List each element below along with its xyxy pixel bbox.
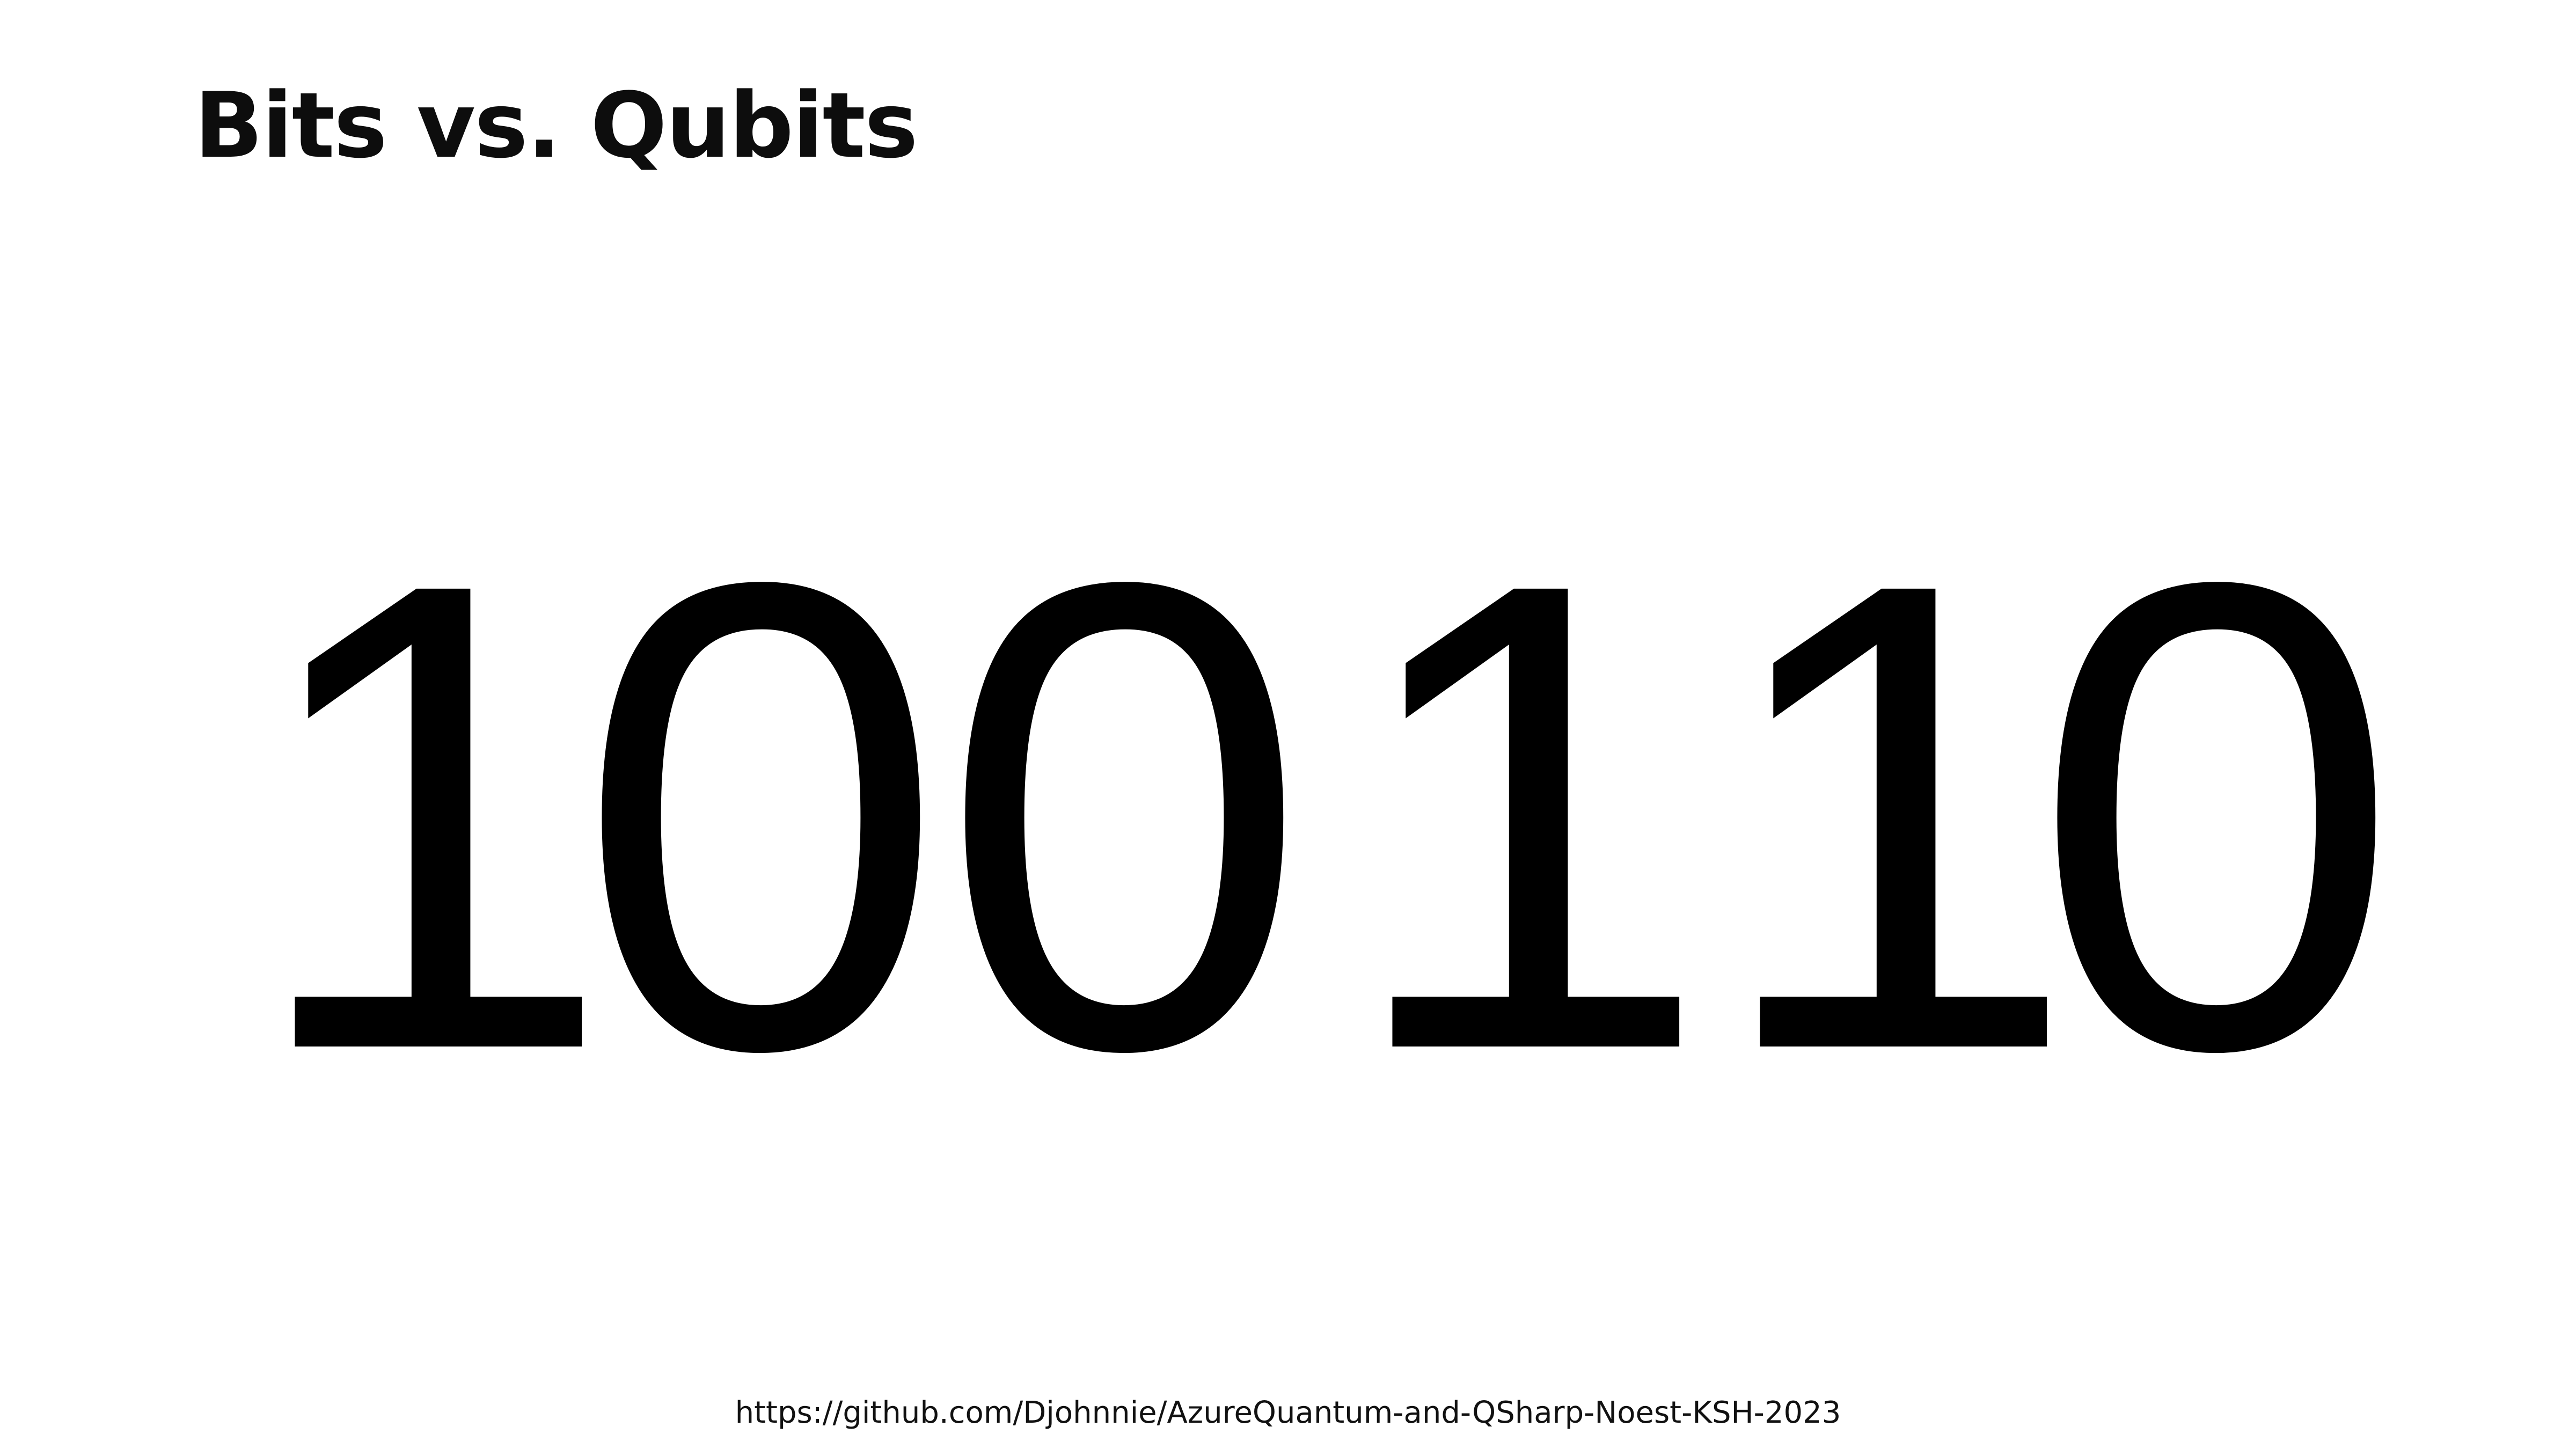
bit-digit: 1	[1709, 444, 2080, 1188]
bit-digit: 1	[1342, 444, 1712, 1188]
bit-string: 1 0 0 1 1 0	[0, 444, 2576, 1188]
bit-digit: 0	[576, 444, 946, 1188]
bit-digit: 1	[244, 444, 614, 1188]
bit-digit: 0	[939, 444, 1309, 1188]
bit-digit: 0	[2031, 444, 2402, 1188]
footer-link[interactable]: https://github.com/Djohnnie/AzureQuantum…	[735, 1395, 1841, 1430]
slide-title: Bits vs. Qubits	[194, 73, 918, 178]
